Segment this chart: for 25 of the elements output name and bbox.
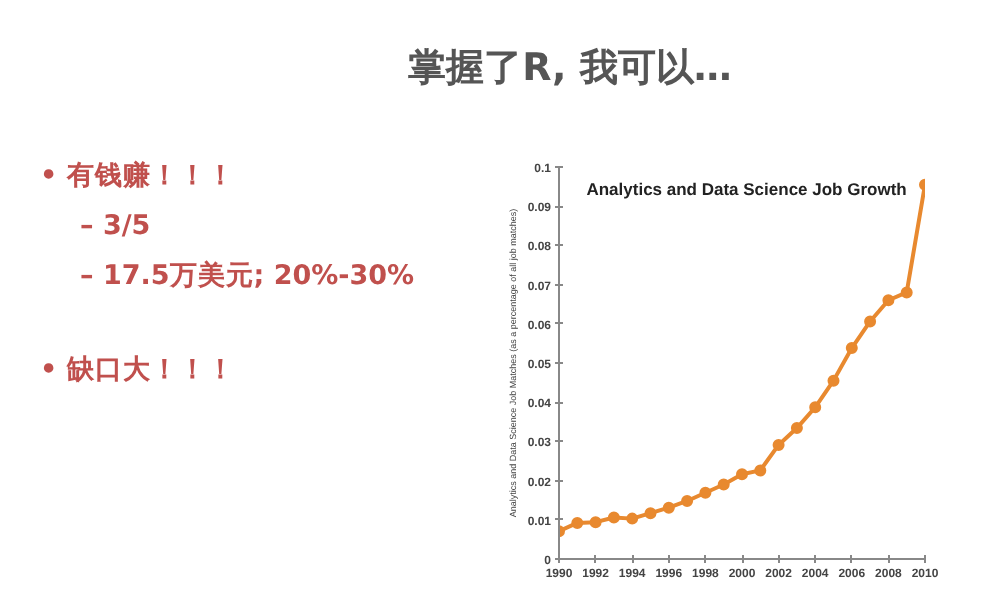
point [699, 486, 712, 499]
point [790, 422, 803, 435]
point [607, 511, 620, 524]
text: 掌握了R, 我可以… [408, 44, 732, 94]
point [827, 374, 840, 387]
point [736, 468, 748, 481]
point [717, 478, 730, 491]
point [681, 494, 694, 507]
point [809, 401, 822, 414]
point [772, 438, 785, 451]
text: • 有钱赚！！！ [40, 158, 237, 196]
point [754, 464, 767, 477]
text: – 17.5万美元; 20%-30% [80, 258, 415, 296]
point [626, 512, 639, 525]
text: Analytics and Data Science Job Growth [586, 178, 907, 199]
text: – 3/5 [80, 208, 153, 246]
point [644, 507, 657, 520]
point [882, 294, 895, 307]
point [845, 342, 858, 355]
point [864, 315, 877, 328]
point [900, 286, 913, 299]
point [571, 516, 584, 529]
point [662, 501, 675, 514]
point [589, 516, 602, 529]
text: • 缺口大！！！ [40, 352, 237, 390]
